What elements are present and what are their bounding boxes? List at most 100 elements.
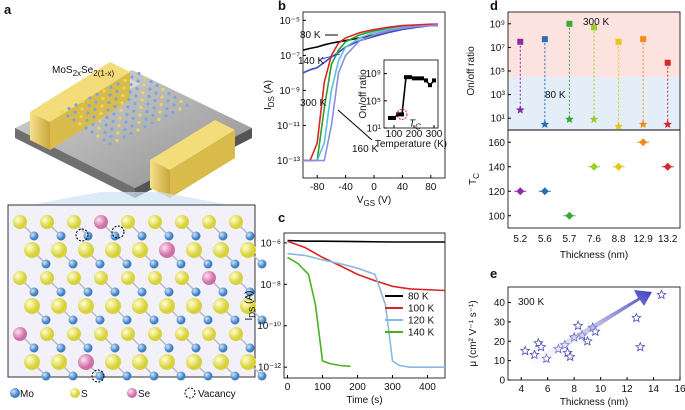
plot-frame	[383, 59, 439, 129]
trend-arrow	[528, 290, 652, 369]
atom	[245, 287, 255, 297]
x-tick-label: 13.2	[658, 234, 678, 245]
atom	[130, 75, 134, 79]
legend-label: Se	[138, 389, 151, 400]
atom	[88, 96, 92, 100]
atom	[97, 126, 101, 131]
atom	[126, 105, 130, 109]
point	[404, 75, 408, 80]
atom	[230, 315, 240, 325]
plot-frame	[507, 286, 681, 381]
atom	[120, 101, 124, 105]
atom	[60, 110, 64, 114]
annotation: 300 K	[518, 297, 544, 308]
atom	[83, 343, 93, 353]
atom	[151, 113, 155, 118]
atom	[230, 259, 240, 269]
atom	[13, 271, 27, 285]
atom	[245, 343, 255, 353]
atom	[138, 113, 142, 117]
atom	[240, 354, 256, 370]
atom	[164, 287, 174, 297]
atom	[185, 103, 189, 108]
atom	[104, 123, 108, 127]
atom	[240, 298, 256, 314]
x-tick-label: -80	[310, 182, 325, 193]
x-tick-label: 5.7	[562, 234, 576, 245]
panel-letter: c	[278, 210, 285, 225]
y-tick-label: 160	[488, 138, 505, 149]
atom	[94, 327, 108, 341]
y-axis-label: μ (cm² V⁻¹ s⁻¹)	[468, 300, 479, 366]
point	[640, 36, 647, 43]
point	[540, 187, 549, 196]
point	[639, 138, 648, 147]
x-tick-label: 100	[314, 382, 331, 393]
atom	[115, 89, 119, 94]
atom	[122, 315, 132, 325]
y-tick-label: 10⁷	[490, 43, 505, 54]
atom	[176, 259, 186, 269]
point	[663, 119, 672, 128]
atom	[51, 242, 67, 258]
atom	[109, 85, 113, 90]
atom	[132, 298, 148, 314]
point	[420, 76, 424, 81]
band-label: 300 K	[583, 17, 609, 28]
y-tick-label: 140	[488, 162, 505, 173]
atom	[111, 119, 115, 124]
formula-part: 2(1-x)	[93, 69, 114, 78]
x-tick-label: 5.2	[513, 234, 527, 245]
atom	[99, 111, 103, 116]
x-tick-label: -40	[338, 182, 353, 193]
atom	[121, 271, 135, 285]
point	[529, 349, 540, 360]
point	[589, 114, 599, 123]
point	[517, 38, 524, 45]
atom	[257, 259, 267, 269]
atom	[119, 108, 123, 113]
atom	[230, 371, 240, 381]
legend-label: 100 K	[408, 304, 434, 315]
legend-vacancy	[184, 387, 196, 399]
point	[572, 320, 584, 331]
atom	[56, 343, 66, 353]
atom	[218, 287, 228, 297]
atom	[218, 343, 228, 353]
point	[541, 36, 548, 43]
y-axis-label-part: DS	[248, 307, 257, 318]
atom	[122, 259, 132, 269]
y-tick-label: 10³	[491, 90, 506, 101]
point	[412, 76, 416, 81]
atom	[172, 103, 176, 107]
atom	[81, 99, 85, 104]
atom	[56, 287, 66, 297]
y-tick-label: 10⁹	[366, 69, 381, 80]
x-tick-label: 300	[384, 382, 401, 393]
point	[664, 59, 671, 66]
atom	[110, 287, 120, 297]
atom	[90, 130, 94, 134]
x-axis-label-part: (V)	[375, 195, 391, 206]
atom	[68, 371, 78, 381]
atom	[95, 315, 105, 325]
atom	[137, 287, 147, 297]
atom	[67, 327, 81, 341]
atom	[144, 117, 148, 121]
atom	[203, 371, 213, 381]
atom	[178, 107, 182, 111]
point	[400, 112, 404, 117]
legend-label: S	[81, 389, 88, 400]
y-tick-label: 10⁹	[490, 19, 505, 30]
atom	[78, 242, 94, 258]
panel-letter: a	[4, 2, 12, 17]
atom	[176, 371, 186, 381]
x-tick-label: 5.6	[538, 234, 552, 245]
point	[408, 75, 412, 80]
atom	[154, 91, 158, 95]
x-tick-label: 6	[545, 384, 551, 395]
atom	[139, 105, 143, 110]
series-line	[287, 256, 351, 368]
atom	[164, 114, 168, 118]
atom	[108, 142, 112, 146]
